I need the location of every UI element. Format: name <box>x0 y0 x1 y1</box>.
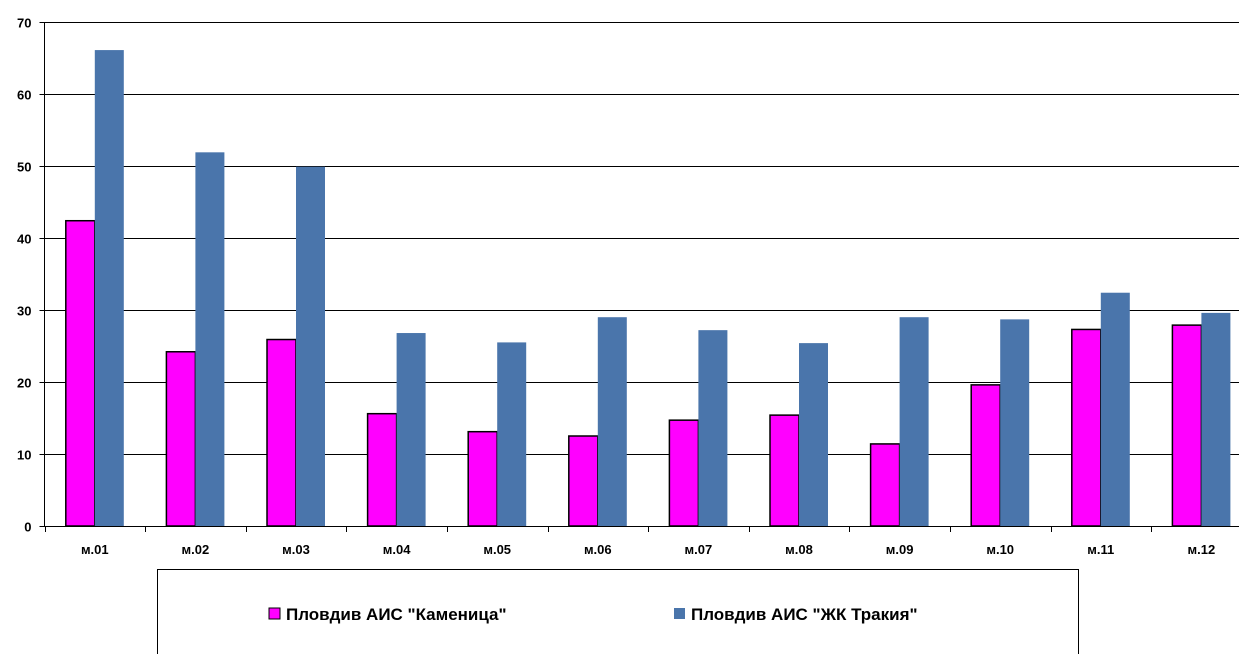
y-tick-label: 40 <box>17 232 31 247</box>
bar-zhk-trakia <box>95 50 124 526</box>
bar-kamenitsa <box>770 415 799 526</box>
x-tick-label: м.11 <box>1087 542 1114 557</box>
bar-kamenitsa <box>368 414 397 526</box>
bar-zhk-trakia <box>397 333 426 526</box>
legend-label-zhk-trakia: Пловдив АИС "ЖК Тракия" <box>691 605 918 624</box>
x-tick-label: м.12 <box>1188 542 1216 557</box>
x-tick-label: м.09 <box>886 542 914 557</box>
bar-kamenitsa <box>1172 325 1201 526</box>
bar-zhk-trakia <box>598 317 627 526</box>
bar-kamenitsa <box>569 436 598 526</box>
x-tick-label: м.07 <box>685 542 713 557</box>
y-tick-label: 50 <box>17 160 31 175</box>
y-tick-label: 70 <box>17 16 31 31</box>
legend-label-kamenitsa: Пловдив АИС "Каменица" <box>286 605 507 624</box>
bar-kamenitsa <box>871 444 900 526</box>
bar-kamenitsa <box>66 221 95 526</box>
y-tick-label: 20 <box>17 376 31 391</box>
bar-zhk-trakia <box>497 342 526 526</box>
legend-swatch-kamenitsa <box>269 608 280 619</box>
bar-zhk-trakia <box>698 330 727 526</box>
x-tick-label: м.03 <box>282 542 310 557</box>
x-tick-label: м.01 <box>81 542 109 557</box>
x-tick-label: м.02 <box>182 542 210 557</box>
bar-zhk-trakia <box>900 317 929 526</box>
x-tick-label: м.08 <box>785 542 813 557</box>
bar-kamenitsa <box>669 420 698 526</box>
x-tick-label: м.06 <box>584 542 612 557</box>
y-tick-label: 30 <box>17 304 31 319</box>
y-tick-label: 0 <box>24 520 31 535</box>
bar-kamenitsa <box>267 340 296 526</box>
bar-zhk-trakia <box>799 343 828 526</box>
y-tick-label: 10 <box>17 448 31 463</box>
bar-kamenitsa <box>1072 329 1101 526</box>
bar-zhk-trakia <box>296 167 325 526</box>
bar-zhk-trakia <box>1101 293 1130 526</box>
x-tick-label: м.10 <box>986 542 1014 557</box>
bar-kamenitsa <box>468 432 497 526</box>
bar-zhk-trakia <box>1000 319 1029 526</box>
legend: Пловдив АИС "Каменица" Пловдив АИС "ЖК Тр… <box>158 570 1079 655</box>
bar-kamenitsa <box>166 352 195 526</box>
y-tick-label: 60 <box>17 88 31 103</box>
bar-zhk-trakia <box>195 152 224 526</box>
bar-kamenitsa <box>971 385 1000 526</box>
bar-zhk-trakia <box>1201 313 1230 526</box>
x-tick-label: м.04 <box>383 542 411 557</box>
legend-swatch-zhk-trakia <box>674 608 685 619</box>
x-tick-label: м.05 <box>483 542 511 557</box>
